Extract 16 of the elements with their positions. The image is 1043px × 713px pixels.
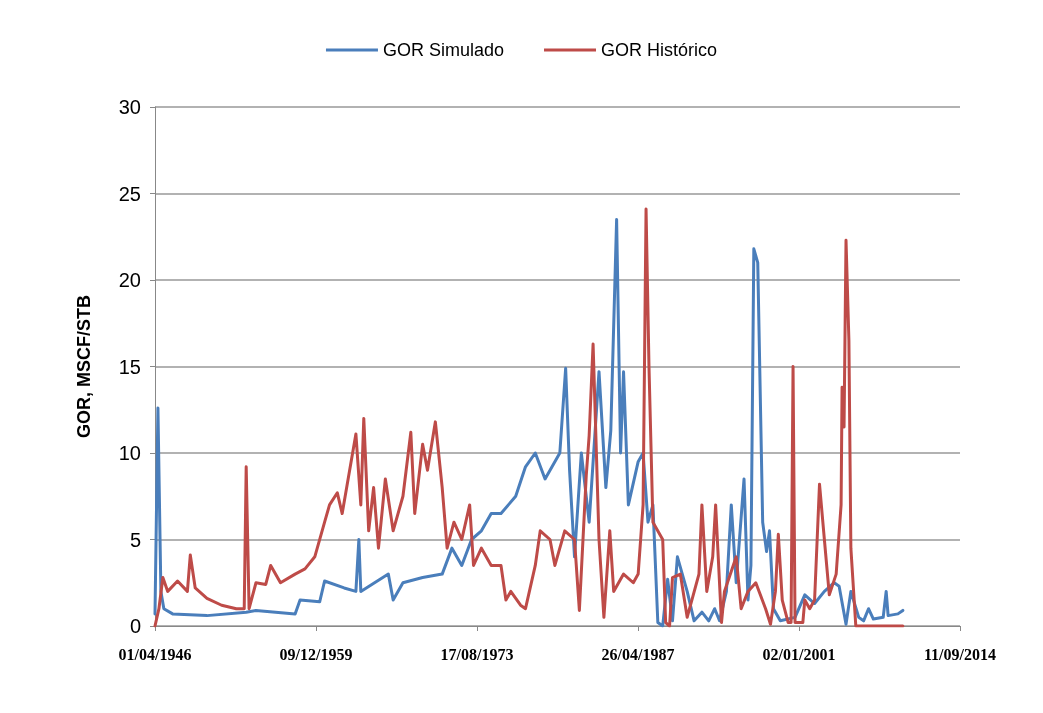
x-tick-label: 02/01/2001 [762,645,836,663]
y-tick-label: 15 [118,355,141,378]
y-tick-label: 5 [129,528,141,551]
x-tick-label: 01/04/1946 [118,645,192,663]
y-tick-label: 20 [118,269,141,291]
x-tick-label: 09/12/1959 [279,645,353,663]
legend-label: GOR Histórico [601,40,718,60]
x-tick-label: 26/04/1987 [601,645,675,663]
x-tick-label: 11/09/2014 [923,645,997,663]
legend-label: GOR Simulado [382,40,505,60]
y-tick-label: 0 [129,615,141,637]
y-axis-title: GOR, MSCF/STB [74,295,94,438]
y-tick-label: 25 [118,182,141,205]
y-tick-label: 30 [118,96,141,118]
y-tick-label: 10 [118,442,141,464]
x-tick-label: 17/08/1973 [440,645,514,663]
